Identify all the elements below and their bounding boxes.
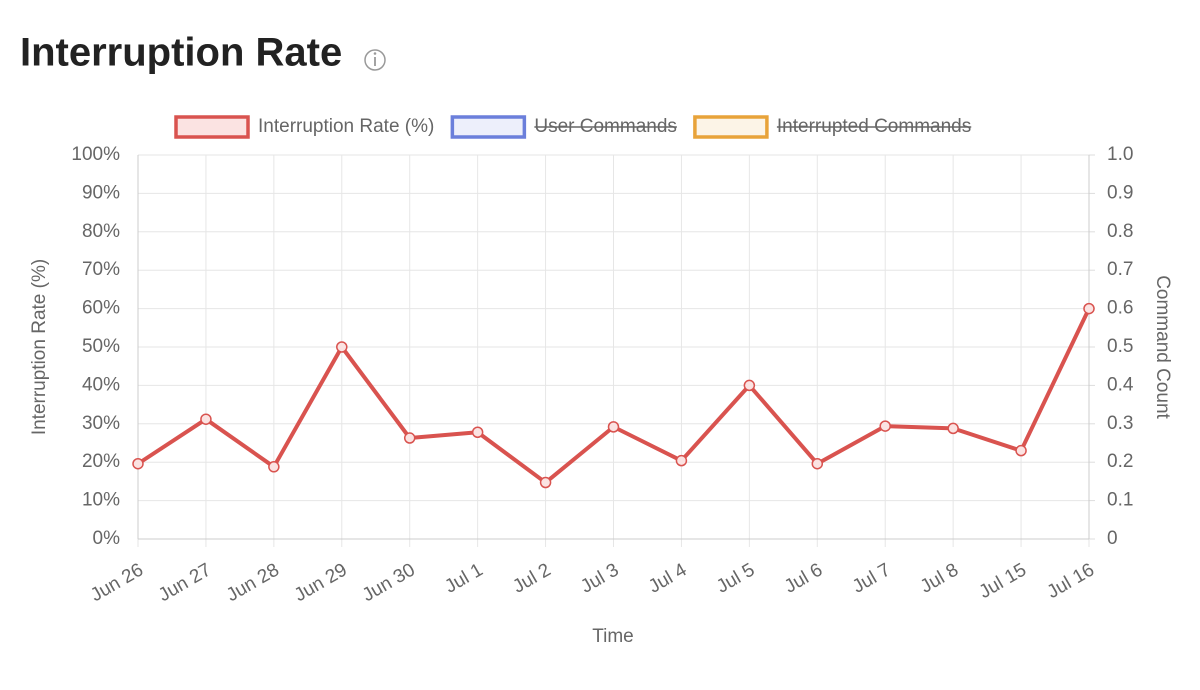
yticks-label: 40% [82, 374, 120, 395]
y2ticks-label: 0.9 [1107, 182, 1133, 203]
legend-swatch [693, 115, 769, 139]
point [471, 426, 484, 438]
x-tick-label: Jun 30 [359, 559, 419, 606]
point [200, 413, 212, 425]
point [132, 457, 144, 470]
yticks-label: 20% [82, 451, 120, 472]
x-tick-label: Jul 4 [645, 559, 691, 597]
y2ticks-label: 0 [1107, 528, 1118, 549]
x-tick-label: Jul 16 [1044, 559, 1098, 603]
legend-swatch [174, 115, 250, 139]
x-tick-label: Jul 7 [849, 559, 894, 597]
x-tick-label: Jul 8 [917, 559, 962, 597]
y2ticks-label: 0.6 [1107, 298, 1133, 319]
y2ticks-label: 0.1 [1107, 490, 1133, 511]
chart-title: Interruption Rate [20, 31, 342, 75]
yticks-label: 70% [82, 259, 120, 280]
yticks-label: 10% [82, 490, 120, 511]
yticks-label: 0% [93, 528, 121, 549]
point [403, 432, 416, 444]
x-tick-label: Jun 26 [87, 559, 147, 606]
x-tick-label: Jul 2 [509, 559, 554, 597]
point [1015, 444, 1027, 457]
y2ticks-label: 0.7 [1107, 259, 1133, 280]
x-tick-label: Jul 15 [976, 559, 1030, 603]
y-axis-title: Interruption Rate (%) [29, 259, 50, 435]
x-tick-label: Jul 1 [441, 559, 486, 597]
yticks-label: 30% [82, 413, 120, 434]
legend-swatch [450, 115, 527, 139]
x-tick-label: Jun 27 [155, 559, 215, 606]
point [607, 421, 620, 433]
point [675, 454, 688, 467]
yticks-label: 50% [82, 336, 120, 357]
x-tick-label: Jun 29 [291, 559, 351, 606]
y2ticks-label: 0.4 [1107, 374, 1134, 395]
y2-axis-title: Command Count [1152, 275, 1173, 419]
y2ticks-label: 0.8 [1107, 221, 1133, 242]
yticks-label: 100% [71, 144, 120, 165]
info-icon[interactable] [364, 49, 386, 71]
point [539, 476, 552, 489]
legend-label: Interruption Rate (%) [258, 116, 434, 137]
x-tick-label: Jul 6 [781, 559, 826, 597]
yticks-label: 60% [82, 298, 120, 319]
yticks-label: 80% [82, 221, 120, 242]
y2ticks-label: 0.2 [1107, 451, 1133, 472]
x-tick-label: Jul 3 [577, 559, 622, 597]
point [1083, 302, 1095, 315]
point [336, 341, 348, 353]
point [743, 379, 756, 392]
point [879, 420, 891, 432]
x-tick-label: Jun 28 [223, 559, 283, 606]
point [811, 457, 824, 470]
point [268, 461, 280, 473]
y2ticks-label: 0.5 [1107, 336, 1133, 357]
y2ticks-label: 0.3 [1107, 413, 1133, 434]
yticks-label: 90% [82, 182, 120, 203]
point [947, 422, 959, 435]
x-axis-title: Time [592, 626, 634, 647]
y2ticks-label: 1.0 [1107, 144, 1133, 165]
x-tick-label: Jul 5 [713, 559, 758, 597]
